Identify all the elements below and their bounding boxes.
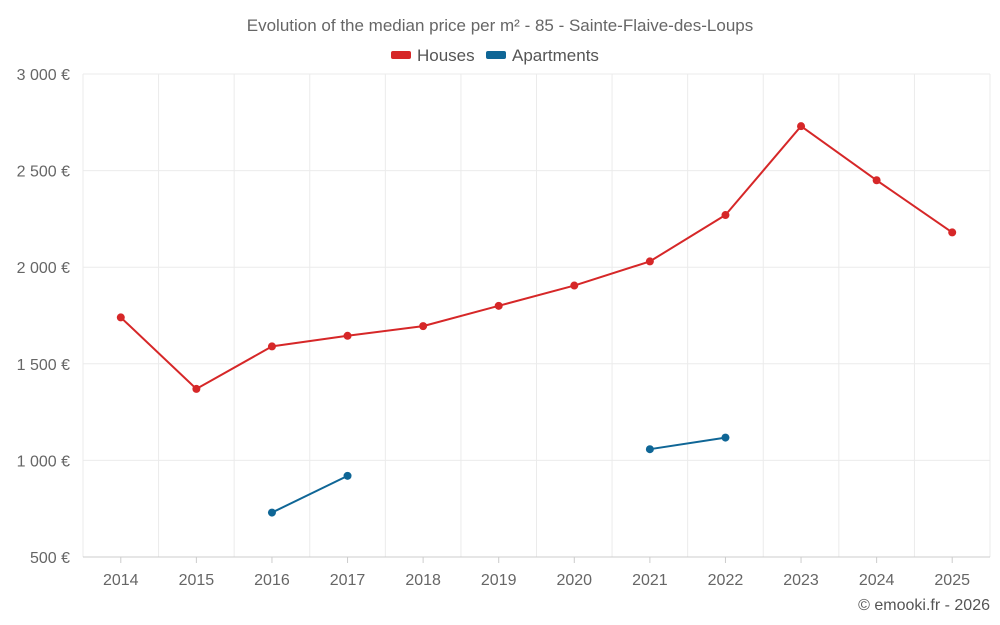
chart-title: Evolution of the median price per m² - 8…: [247, 16, 753, 35]
data-point-houses-2015[interactable]: [192, 384, 201, 393]
series-line-apartments-1: [649, 436, 726, 451]
series-apartments: [267, 433, 730, 517]
legend-label-apartments: Apartments: [512, 46, 599, 65]
x-tick-label-2014: 2014: [103, 572, 139, 589]
data-point-houses-2023[interactable]: [797, 122, 806, 131]
y-tick-label-500: 500 €: [30, 550, 70, 567]
x-tick-label-2021: 2021: [632, 572, 668, 589]
data-point-houses-2016[interactable]: [267, 342, 276, 351]
y-tick-label-3000: 3 000 €: [17, 67, 70, 84]
x-tick-label-2019: 2019: [481, 572, 517, 589]
x-tick-label-2018: 2018: [405, 572, 441, 589]
legend-swatch-houses: [391, 51, 411, 59]
series-line-apartments-0: [271, 474, 348, 514]
x-tick-label-2022: 2022: [708, 572, 744, 589]
credit-text: © emooki.fr - 2026: [858, 597, 990, 614]
x-tick-label-2015: 2015: [179, 572, 215, 589]
data-point-houses-2020[interactable]: [570, 281, 579, 290]
x-tick-label-2016: 2016: [254, 572, 290, 589]
legend-item-houses[interactable]: Houses: [391, 46, 475, 65]
series-layer: [116, 122, 957, 517]
data-point-houses-2025[interactable]: [948, 228, 957, 237]
data-point-houses-2024[interactable]: [872, 176, 881, 185]
x-tick-label-2017: 2017: [330, 572, 366, 589]
data-point-houses-2018[interactable]: [419, 322, 428, 331]
x-gridlines: [82, 74, 991, 563]
data-point-houses-2014[interactable]: [116, 313, 125, 322]
y-tick-label-1000: 1 000 €: [17, 453, 70, 470]
data-point-houses-2021[interactable]: [645, 257, 654, 266]
data-point-apartments-2017[interactable]: [343, 471, 352, 480]
data-point-houses-2022[interactable]: [721, 211, 730, 220]
series-line-houses-0: [120, 125, 953, 390]
x-axis-labels: 2014 2015 2016 2017 2018 2019 2020 2021 2022 2023…: [103, 572, 970, 589]
y-axis-labels: 500 € 1 000 € 1 500 € 2 000 € 2 500 € 3 000 €: [17, 67, 70, 567]
y-tick-label-1500: 1 500 €: [17, 357, 70, 374]
data-point-houses-2017[interactable]: [343, 331, 352, 340]
x-tick-label-2020: 2020: [556, 572, 592, 589]
data-point-apartments-2021[interactable]: [645, 445, 654, 454]
legend-label-houses: Houses: [417, 46, 475, 65]
x-tick-label-2025: 2025: [934, 572, 970, 589]
data-point-houses-2019[interactable]: [494, 301, 503, 310]
legend: Houses Apartments: [391, 46, 599, 65]
x-tick-label-2024: 2024: [859, 572, 895, 589]
data-point-apartments-2016[interactable]: [267, 508, 276, 517]
legend-item-apartments[interactable]: Apartments: [486, 46, 599, 65]
data-point-apartments-2022[interactable]: [721, 433, 730, 442]
series-houses: [116, 122, 957, 393]
x-tick-label-2023: 2023: [783, 572, 819, 589]
legend-swatch-apartments: [486, 51, 506, 59]
y-tick-label-2000: 2 000 €: [17, 260, 70, 277]
y-tick-label-2500: 2 500 €: [17, 164, 70, 181]
